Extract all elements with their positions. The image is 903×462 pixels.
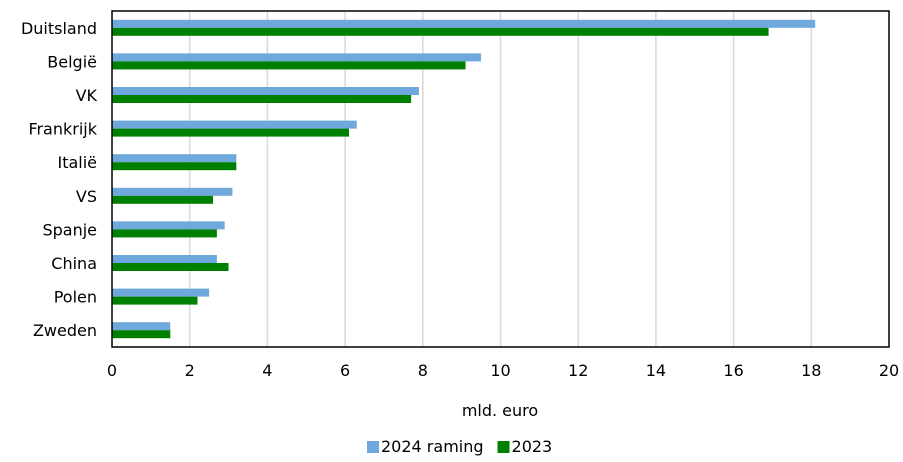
x-tick-label: 6 [340, 361, 350, 380]
x-axis-label: mld. euro [462, 401, 538, 420]
x-tick-label: 14 [646, 361, 666, 380]
bar-series2 [112, 61, 466, 70]
category-label: Duitsland [21, 19, 97, 38]
legend-swatch [367, 441, 379, 453]
category-label: Frankrijk [28, 120, 97, 139]
bar-series2 [112, 128, 349, 137]
category-label: Zweden [33, 321, 97, 340]
bar-series2 [112, 27, 769, 36]
legend-label: 2023 [512, 437, 553, 456]
x-tick-label: 16 [723, 361, 743, 380]
legend-swatch [497, 441, 510, 453]
x-tick-label: 8 [418, 361, 428, 380]
x-tick-label: 2 [185, 361, 195, 380]
x-tick-label: 10 [490, 361, 510, 380]
x-tick-label: 20 [879, 361, 899, 380]
plot-area-frame [111, 10, 890, 348]
bar-series2 [112, 263, 229, 271]
bar-series2 [112, 296, 198, 305]
legend-label: 2024 raming [381, 437, 484, 456]
bar-series2 [112, 195, 214, 204]
bar-series1 [112, 288, 210, 297]
bar-series2 [112, 330, 171, 339]
category-label: VK [76, 86, 98, 105]
category-label: Italië [57, 153, 97, 172]
x-tick-label: 12 [568, 361, 588, 380]
bar-series1 [112, 322, 171, 331]
bar-series1 [112, 221, 225, 230]
category-label: België [47, 52, 97, 71]
category-label: VS [76, 187, 97, 206]
x-tick-labels: 0 2 4 6 8 10 12 14 16 18 20 [107, 361, 899, 380]
bar-series2 [112, 95, 412, 103]
bar-series1 [112, 19, 816, 28]
category-labels: Duitsland België VK Frankrijk Italië VS Spanje… [21, 19, 98, 340]
legend: 2024 raming 2023 [367, 437, 552, 456]
bar-series1 [112, 53, 482, 62]
bar-series1 [112, 255, 217, 263]
x-tick-label: 4 [262, 361, 272, 380]
bar-series2 [112, 229, 217, 238]
x-tick-label: 0 [107, 361, 117, 380]
bar-series1 [112, 87, 419, 95]
bar-series1 [112, 120, 357, 129]
bar-series1 [112, 187, 233, 196]
bar-series2 [112, 162, 237, 171]
category-label: Polen [54, 288, 97, 307]
bars [112, 19, 816, 339]
bar-series1 [112, 154, 237, 163]
x-tick-label: 18 [801, 361, 821, 380]
category-label: China [51, 254, 97, 273]
category-label: Spanje [42, 220, 97, 239]
